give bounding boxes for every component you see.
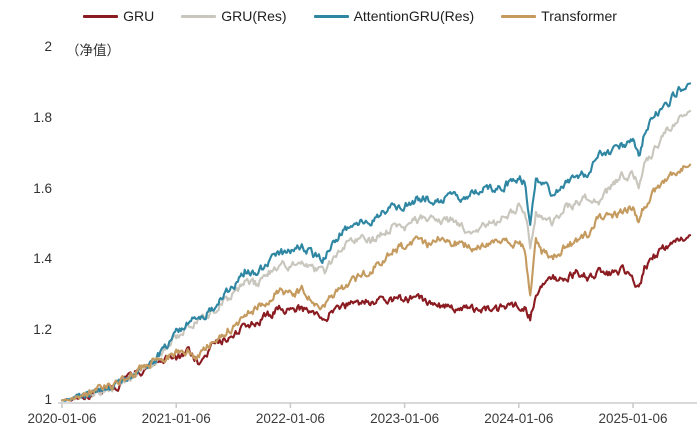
series-line-transformer	[60, 163, 692, 402]
series-line-gru	[60, 234, 692, 402]
y-tick-label: 1.2	[33, 321, 52, 337]
legend-line-swatch	[83, 14, 119, 18]
y-tick-label: 1.8	[33, 110, 52, 125]
x-tick-label: 2022-01-06	[255, 411, 325, 426]
legend-line-swatch	[313, 14, 349, 18]
y-axis-unit-label: （净值）	[66, 43, 120, 58]
y-tick-label: 2	[44, 39, 52, 55]
series-line-attentiongru-res-	[60, 82, 692, 402]
legend-item-attentiongru-res-: AttentionGRU(Res)	[313, 8, 475, 24]
x-tick-label: 2020-01-06	[27, 411, 97, 426]
legend: GRU GRU(Res) AttentionGRU(Res) Transformer	[0, 5, 700, 27]
x-tick-label: 2025-01-06	[598, 411, 668, 426]
x-tick-label: 2024-01-06	[484, 411, 554, 426]
x-tick-label: 2023-01-06	[370, 411, 440, 426]
legend-label: GRU(Res)	[221, 8, 287, 24]
legend-line-swatch	[501, 14, 537, 18]
legend-line-swatch	[181, 14, 217, 18]
y-tick-label: 1.4	[33, 251, 52, 267]
legend-label: GRU	[123, 8, 155, 24]
legend-item-transformer: Transformer	[501, 8, 617, 24]
legend-item-gru-res-: GRU(Res)	[181, 8, 287, 24]
y-tick-label: 1.6	[33, 180, 52, 196]
legend-label: Transformer	[541, 8, 617, 24]
x-tick-label: 2021-01-06	[141, 411, 211, 426]
y-tick-label: 1	[44, 392, 52, 408]
legend-label: AttentionGRU(Res)	[353, 8, 475, 24]
legend-item-gru: GRU	[83, 8, 154, 24]
